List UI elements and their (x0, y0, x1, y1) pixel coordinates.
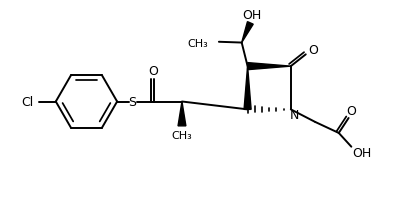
Polygon shape (242, 22, 253, 43)
Polygon shape (244, 67, 251, 110)
Text: N: N (289, 109, 299, 122)
Text: O: O (308, 44, 318, 57)
Text: O: O (346, 104, 356, 117)
Polygon shape (178, 102, 186, 126)
Text: O: O (149, 64, 159, 77)
Text: OH: OH (353, 147, 372, 160)
Text: OH: OH (243, 9, 262, 22)
Polygon shape (248, 63, 291, 70)
Text: Cl: Cl (22, 95, 34, 109)
Text: S: S (128, 95, 136, 109)
Text: CH₃: CH₃ (187, 39, 208, 49)
Text: CH₃: CH₃ (172, 130, 192, 140)
